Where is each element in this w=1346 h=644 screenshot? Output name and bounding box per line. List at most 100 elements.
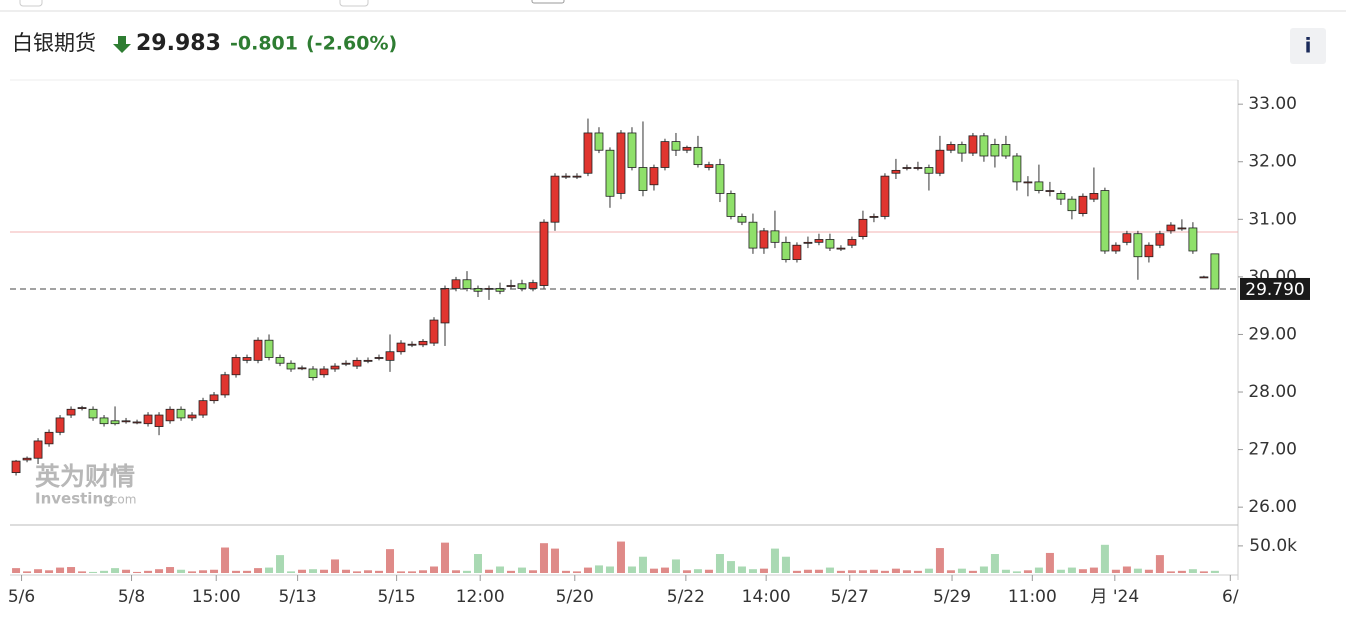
candle-body: [341, 362, 351, 365]
candle-body: [242, 357, 252, 361]
volume-bar: [429, 566, 438, 573]
candle-body: [396, 342, 406, 353]
volume-bar: [627, 566, 636, 573]
last-price-label: 29.790: [1245, 280, 1304, 300]
volume-bar: [660, 567, 669, 573]
candle-body: [671, 141, 681, 151]
volume-bar: [1012, 571, 1021, 573]
volume-bar: [847, 570, 856, 573]
candle-body: [1177, 227, 1187, 230]
volume-bar: [594, 565, 603, 573]
volume-bar: [781, 556, 790, 573]
candle-body: [990, 144, 1000, 157]
volume-bar: [12, 568, 21, 573]
volume-bar: [770, 548, 779, 573]
volume-bar: [979, 566, 988, 573]
candle-body: [594, 132, 604, 151]
x-tick-label: 5/13: [279, 587, 317, 607]
volume-bar: [1122, 566, 1131, 573]
candle-body: [154, 414, 164, 427]
candle-body: [1012, 155, 1022, 183]
candle-body: [88, 408, 98, 419]
volume-bar: [572, 571, 581, 573]
volume-bar: [111, 568, 120, 573]
volume-bar: [440, 542, 449, 573]
info-button[interactable]: [1290, 28, 1326, 64]
volume-bar: [232, 570, 241, 573]
candle-body: [935, 149, 945, 174]
y-tick-label: 28.00: [1248, 382, 1297, 402]
x-tick-label: 6/: [1222, 587, 1239, 607]
watermark: 英为财情: [35, 462, 135, 491]
change: -0.801: [230, 33, 298, 55]
candle-body: [319, 368, 329, 376]
volume-bar: [221, 547, 230, 573]
candle-body: [517, 283, 527, 289]
volume-bar: [792, 570, 801, 573]
candle-body: [385, 351, 395, 361]
toolbar-button[interactable]: [339, 0, 369, 7]
volume-bar: [1133, 568, 1142, 573]
candle-body: [1078, 195, 1088, 214]
volume-bar: [869, 569, 878, 573]
candle-body: [363, 359, 373, 362]
volume-bar: [1188, 569, 1197, 573]
candle-body: [1210, 253, 1220, 290]
candle-body: [44, 431, 54, 445]
candle-body: [638, 167, 648, 191]
candle-body: [231, 357, 241, 376]
volume-bar: [561, 570, 570, 573]
volume-bar: [1089, 567, 1098, 573]
volume-bar: [990, 554, 999, 573]
volume-bar: [1045, 552, 1054, 573]
y-tick-label: 32.00: [1248, 152, 1297, 172]
volume-bar: [1034, 567, 1043, 573]
volume-bar: [155, 569, 164, 573]
x-tick-label: 11:00: [1008, 587, 1057, 607]
volume-bar: [320, 569, 329, 573]
change-percent: (-2.60%): [306, 33, 397, 55]
last-price-box: [1240, 277, 1310, 300]
candle-body: [968, 135, 978, 154]
candle-body: [407, 343, 417, 346]
candle-body: [1155, 233, 1165, 246]
volume-bar: [408, 571, 417, 573]
candle-body: [627, 132, 637, 168]
volume-bar: [924, 568, 933, 573]
volume-bar: [748, 569, 757, 573]
candle-body: [352, 359, 362, 367]
candle-body: [451, 279, 461, 289]
candle-body: [1067, 198, 1077, 212]
info-icon[interactable]: i: [1305, 34, 1312, 58]
candle-body: [253, 339, 263, 361]
y-tick-label: 33.00: [1248, 94, 1297, 114]
volume-bar: [814, 569, 823, 573]
candle-body: [275, 357, 285, 364]
volume-bar: [462, 570, 471, 573]
candle-body: [649, 167, 659, 186]
candle-body: [198, 400, 208, 416]
x-tick-label: 5/29: [933, 587, 971, 607]
volume-bar: [726, 561, 735, 573]
candle-body: [1122, 233, 1132, 243]
toolbar-button[interactable]: [531, 0, 565, 4]
volume-bar: [78, 571, 87, 573]
x-tick-label: 月 '24: [1090, 587, 1139, 607]
volume-bar: [1100, 544, 1109, 573]
volume-bar: [935, 548, 944, 573]
y-tick-label: 26.00: [1248, 497, 1297, 517]
candle-body: [330, 365, 340, 370]
volume-bar: [100, 570, 109, 573]
volume-bar: [836, 570, 845, 573]
candle-body: [110, 420, 120, 425]
volume-bar: [539, 543, 548, 573]
volume-bar: [265, 567, 274, 573]
candle-body: [1023, 181, 1033, 184]
candle-body: [693, 146, 703, 166]
volume-bar: [1078, 569, 1087, 573]
candle-body: [1045, 190, 1055, 192]
volume-bar: [188, 571, 197, 573]
volume-bar: [199, 570, 208, 573]
toolbar-button[interactable]: [19, 0, 43, 7]
